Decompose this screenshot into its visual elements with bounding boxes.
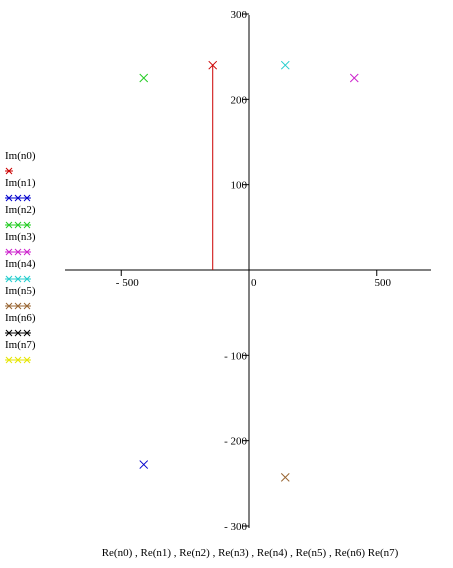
legend-marker	[23, 356, 31, 364]
legend-marker	[14, 194, 22, 202]
legend-swatch	[5, 194, 31, 202]
legend-label: Im(n1)	[5, 177, 36, 189]
legend-marker	[14, 248, 22, 256]
y-tick-label: - 300	[224, 521, 247, 533]
data-point-n3	[349, 73, 359, 83]
legend-swatch	[5, 221, 31, 229]
legend-item-n2: Im(n2)	[5, 204, 65, 231]
legend-item-n0: Im(n0)	[5, 150, 65, 177]
legend-item-n3: Im(n3)	[5, 231, 65, 258]
legend-marker	[14, 302, 22, 310]
legend-item-n5: Im(n5)	[5, 285, 65, 312]
y-tick-label: 100	[231, 180, 248, 192]
data-point-n4	[280, 60, 290, 70]
x-tick-label: 500	[375, 277, 392, 289]
y-tick-label: 200	[231, 94, 248, 106]
legend-marker	[5, 221, 13, 229]
legend-swatch	[5, 302, 31, 310]
legend-marker	[5, 167, 13, 175]
legend-marker	[5, 356, 13, 364]
legend-item-n7: Im(n7)	[5, 339, 65, 366]
legend-marker	[5, 302, 13, 310]
legend-marker	[23, 194, 31, 202]
legend-item-n1: Im(n1)	[5, 177, 65, 204]
legend-marker	[23, 248, 31, 256]
legend-label: Im(n7)	[5, 339, 36, 351]
legend-label: Im(n6)	[5, 312, 36, 324]
legend-marker	[14, 221, 22, 229]
legend-item-n6: Im(n6)	[5, 312, 65, 339]
legend-marker	[5, 275, 13, 283]
legend-marker	[5, 248, 13, 256]
legend-swatch	[5, 248, 31, 256]
legend-swatch	[5, 329, 31, 337]
legend-label: Im(n0)	[5, 150, 36, 162]
legend-marker	[23, 302, 31, 310]
y-tick-label: - 100	[224, 350, 247, 362]
legend-item-n4: Im(n4)	[5, 258, 65, 285]
legend-marker	[5, 194, 13, 202]
x-tick-label: - 500	[116, 277, 139, 289]
legend-marker	[14, 356, 22, 364]
legend-marker	[14, 275, 22, 283]
legend-marker	[23, 275, 31, 283]
legend-label: Im(n3)	[5, 231, 36, 243]
data-point-n0	[208, 60, 218, 70]
legend-label: Im(n5)	[5, 285, 36, 297]
legend-marker	[5, 329, 13, 337]
legend-marker	[14, 329, 22, 337]
data-point-n2	[139, 73, 149, 83]
y-tick-label: 300	[231, 9, 248, 21]
x-tick-label: 0	[251, 277, 257, 289]
data-point-n5	[280, 472, 290, 482]
y-tick-label: - 200	[224, 436, 247, 448]
legend-marker	[23, 329, 31, 337]
x-axis-label: Re(n0) , Re(n1) , Re(n2) , Re(n3) , Re(n…	[101, 547, 399, 559]
legend-swatch	[5, 167, 13, 175]
legend-swatch	[5, 356, 31, 364]
legend-marker	[23, 221, 31, 229]
legend-label: Im(n2)	[5, 204, 36, 216]
legend-swatch	[5, 275, 31, 283]
data-point-n1	[139, 460, 149, 469]
legend-label: Im(n4)	[5, 258, 36, 270]
